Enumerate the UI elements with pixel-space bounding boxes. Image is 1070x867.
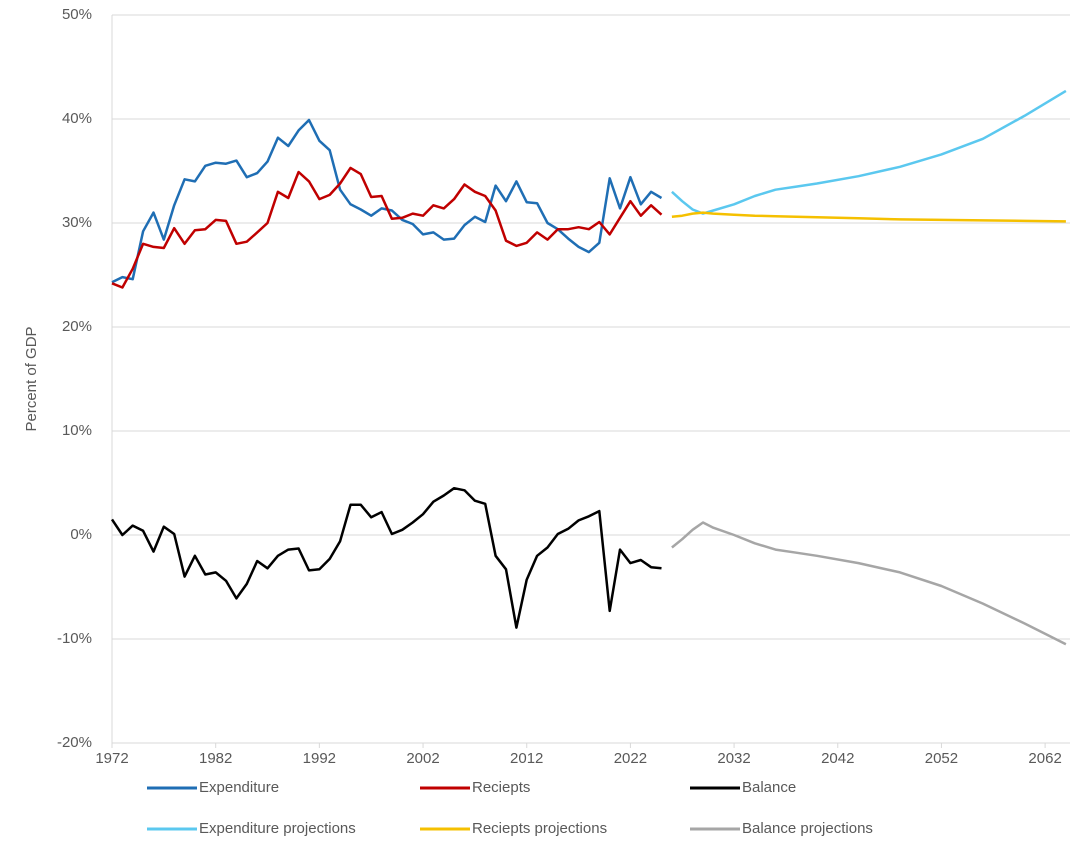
x-tick-label: 2042 (821, 750, 854, 767)
x-tick-label: 2052 (925, 750, 958, 767)
y-tick-label: 40% (62, 110, 92, 127)
series-line (671, 521, 1067, 646)
y-tick-label: -20% (57, 734, 92, 751)
series-line (671, 89, 1067, 215)
series-line (111, 118, 663, 284)
legend-label: Balance projections (742, 820, 873, 837)
x-tick-label: 2012 (510, 750, 543, 767)
legend-label: Expenditure projections (199, 820, 356, 837)
series-line (111, 166, 663, 289)
y-tick-label: 30% (62, 214, 92, 231)
y-tick-label: -10% (57, 630, 92, 647)
x-tick-label: 1992 (303, 750, 336, 767)
y-tick-label: 10% (62, 422, 92, 439)
y-tick-label: 20% (62, 318, 92, 335)
x-tick-label: 2022 (614, 750, 647, 767)
legend-label: Reciepts (472, 779, 530, 796)
series-line (671, 211, 1066, 223)
x-tick-label: 2032 (717, 750, 750, 767)
legend-label: Reciepts projections (472, 820, 607, 837)
legend-label: Expenditure (199, 779, 279, 796)
y-tick-label: 0% (70, 526, 92, 543)
y-tick-label: 50% (62, 6, 92, 23)
series-line (110, 486, 662, 629)
y-axis-label: Percent of GDP (23, 326, 40, 431)
x-tick-label: 1982 (199, 750, 232, 767)
legend-label: Balance (742, 779, 796, 796)
x-tick-label: 1972 (95, 750, 128, 767)
x-tick-label: 2062 (1028, 750, 1061, 767)
x-tick-label: 2002 (406, 750, 439, 767)
